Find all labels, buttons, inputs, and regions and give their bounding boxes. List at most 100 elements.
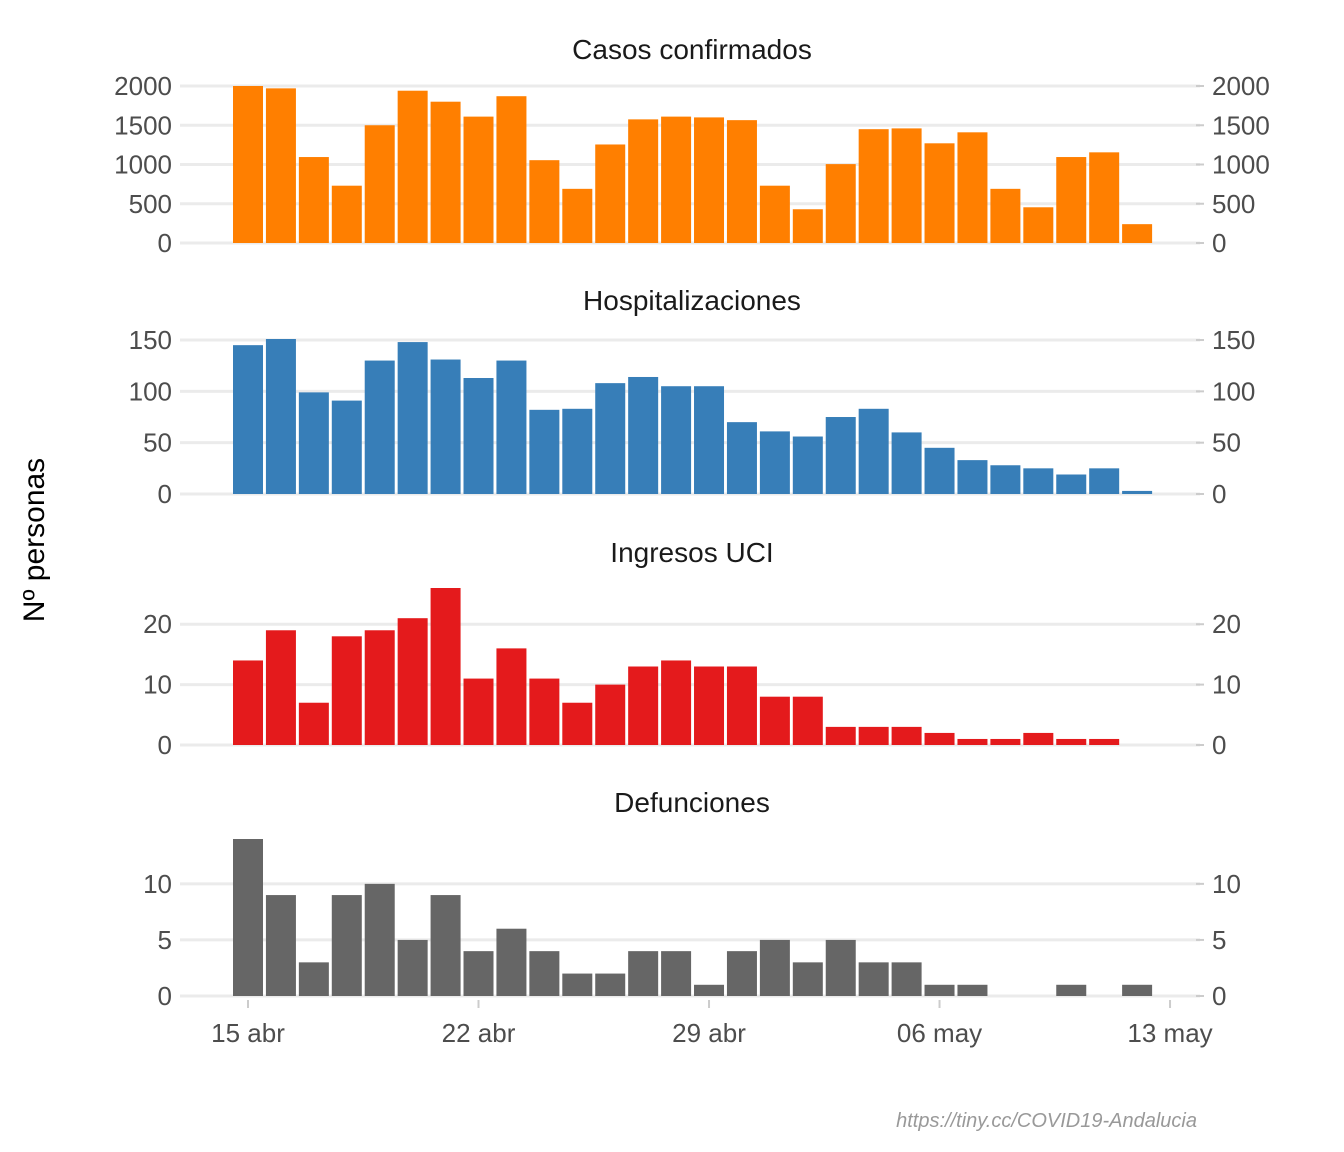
bar-hosp	[562, 408, 593, 494]
y-tick-label: 2000	[114, 71, 172, 101]
bar-casos	[891, 128, 922, 243]
panel-hosp: Hospitalizaciones 0 0 50 50 100 100 150 150	[129, 285, 1256, 509]
bar-uci	[233, 660, 263, 745]
y-tick-label: 10	[143, 670, 172, 700]
bar-def	[924, 984, 955, 996]
y-tick-label: 0	[158, 228, 172, 258]
bar-def	[430, 895, 461, 996]
y-tick-label-right: 0	[1212, 228, 1226, 258]
y-tick-label-right: 0	[1212, 479, 1226, 509]
bar-casos	[924, 143, 955, 243]
y-tick-label-right: 5	[1212, 925, 1226, 955]
x-tick-label: 22 abr	[442, 1018, 516, 1048]
bar-uci	[957, 738, 988, 745]
bar-hosp	[792, 436, 823, 494]
bar-hosp	[1056, 474, 1087, 494]
bar-uci	[331, 636, 362, 745]
bar-uci	[562, 702, 593, 745]
caption: https://tiny.cc/COVID19-Andalucia	[896, 1110, 1197, 1132]
bar-uci	[694, 666, 725, 745]
y-tick-label: 20	[143, 609, 172, 639]
bar-def	[759, 939, 790, 996]
panel-title-casos: Casos confirmados	[572, 34, 812, 65]
y-tick-label: 1500	[114, 110, 172, 140]
bar-def	[792, 962, 823, 996]
bar-uci	[430, 588, 461, 745]
y-tick-label-right: 10	[1212, 670, 1241, 700]
bar-casos	[463, 116, 494, 243]
bar-hosp	[430, 359, 461, 494]
bar-hosp	[694, 386, 725, 494]
y-tick-label: 100	[129, 376, 172, 406]
bar-hosp	[463, 378, 494, 494]
bar-casos	[595, 144, 626, 243]
panel-title-def: Defunciones	[614, 787, 770, 818]
bar-uci	[265, 630, 296, 745]
x-tick-label: 06 may	[897, 1018, 982, 1048]
bar-casos	[430, 101, 461, 243]
bar-def	[628, 951, 659, 996]
bar-def	[726, 951, 757, 996]
bar-hosp	[1023, 468, 1054, 494]
bar-uci	[759, 696, 790, 745]
bar-casos	[957, 132, 988, 243]
bar-uci	[661, 660, 692, 745]
y-tick-label-right: 1500	[1212, 110, 1270, 140]
bar-def	[661, 951, 692, 996]
bar-def	[858, 962, 889, 996]
bar-def	[562, 973, 593, 996]
bar-casos	[694, 117, 725, 243]
bar-casos	[364, 125, 395, 243]
bar-uci	[628, 666, 659, 745]
y-tick-label-right: 150	[1212, 325, 1255, 355]
bar-casos	[1056, 157, 1087, 243]
bar-hosp	[957, 460, 988, 494]
bar-hosp	[265, 339, 296, 494]
bar-uci	[496, 648, 527, 745]
bar-def	[463, 951, 494, 996]
bar-casos	[529, 160, 560, 243]
y-tick-label: 10	[143, 869, 172, 899]
bar-hosp	[529, 409, 560, 494]
y-tick-label-right: 50	[1212, 428, 1241, 458]
bar-hosp	[759, 431, 790, 494]
bar-casos	[726, 120, 757, 243]
y-tick-label-right: 10	[1212, 869, 1241, 899]
bar-uci	[825, 726, 856, 745]
bar-uci	[1056, 738, 1087, 745]
x-tick-label: 29 abr	[672, 1018, 746, 1048]
bar-hosp	[726, 422, 757, 494]
panel-title-uci: Ingresos UCI	[610, 537, 773, 568]
bar-def	[1056, 984, 1087, 996]
bar-hosp	[891, 432, 922, 494]
y-tick-label-right: 1000	[1212, 150, 1270, 180]
bar-def	[957, 984, 988, 996]
panel-def: Defunciones 0 0 5 5 10 10	[143, 787, 1241, 1011]
y-tick-label: 0	[158, 981, 172, 1011]
bar-casos	[562, 188, 593, 243]
bar-hosp	[858, 408, 889, 494]
bar-hosp	[628, 376, 659, 494]
bar-casos	[233, 86, 263, 243]
bar-casos	[496, 96, 527, 243]
bar-def	[364, 883, 395, 996]
bar-uci	[463, 678, 494, 745]
bar-hosp	[661, 386, 692, 494]
bar-uci	[1089, 738, 1120, 745]
bar-casos	[858, 129, 889, 243]
bar-uci	[397, 618, 428, 745]
bar-uci	[858, 726, 889, 745]
bar-hosp	[1122, 490, 1153, 494]
bar-casos	[298, 157, 329, 243]
y-tick-label: 1000	[114, 150, 172, 180]
bar-def	[694, 984, 725, 996]
bar-casos	[990, 188, 1021, 243]
bar-casos	[759, 185, 790, 243]
x-tick-label: 15 abr	[211, 1018, 285, 1048]
y-tick-label: 150	[129, 325, 172, 355]
y-tick-label-right: 0	[1212, 981, 1226, 1011]
bar-hosp	[331, 400, 362, 494]
bar-def	[1122, 984, 1153, 996]
bar-uci	[726, 666, 757, 745]
y-tick-label-right: 100	[1212, 376, 1255, 406]
